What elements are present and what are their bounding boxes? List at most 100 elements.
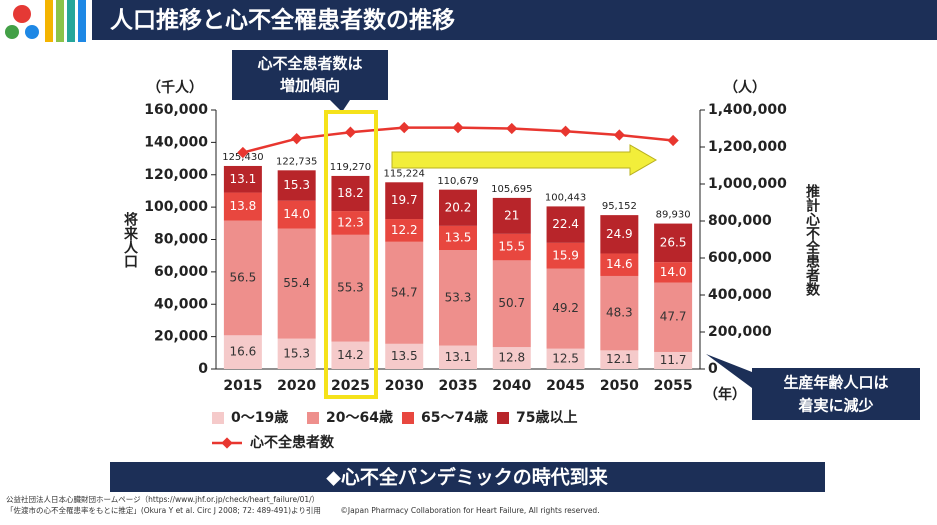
total-label: 89,930 — [656, 209, 691, 220]
x-tick-label: 2055 — [654, 378, 693, 394]
segment-label: 53.3 — [445, 290, 472, 304]
line-marker — [237, 146, 249, 159]
banner-bar — [110, 462, 825, 492]
segment-label: 14.0 — [283, 207, 310, 221]
bar-segment — [546, 348, 585, 369]
total-label: 100,443 — [545, 192, 586, 203]
line-marker — [506, 122, 518, 135]
bar-segment — [223, 220, 262, 336]
segment-label: 15.5 — [498, 240, 525, 254]
y-tick-label: 160,000 — [144, 102, 208, 118]
total-label: 105,695 — [491, 184, 532, 195]
segment-label: 55.4 — [283, 276, 310, 290]
callout-line: 着実に減少 — [797, 397, 873, 415]
segment-label: 48.3 — [606, 306, 633, 320]
bar-segment — [385, 343, 424, 369]
title-bar — [92, 0, 937, 40]
bar-segment — [654, 282, 693, 352]
bar-segment — [439, 250, 477, 346]
segment-label: 20.2 — [445, 200, 472, 214]
segment-label: 14.6 — [606, 257, 633, 271]
segment-label: 14.2 — [337, 348, 364, 362]
line-marker — [291, 133, 303, 145]
bar-segment — [546, 268, 585, 349]
bar-segment — [654, 351, 693, 369]
segment-label: 13.1 — [445, 350, 472, 364]
legend-label: 65～74歳 — [421, 409, 488, 426]
y-axis-label: 将来人口 — [122, 211, 139, 268]
segment-label: 12.1 — [606, 352, 633, 366]
y-tick-label: 0 — [198, 361, 208, 377]
segment-label: 13.5 — [445, 230, 472, 244]
y-unit: （千人） — [147, 79, 203, 96]
y-tick-label: 140,000 — [144, 134, 208, 150]
segment-label: 18.2 — [337, 186, 364, 200]
segment-label: 15.3 — [283, 346, 310, 360]
callout-line: 増加傾向 — [280, 77, 340, 95]
segment-label: 47.7 — [660, 310, 687, 324]
bar-segment — [654, 262, 693, 283]
footnote: 「佐渡市の心不全罹患率をもとに推定」(Okura Y et al. Circ J… — [6, 505, 321, 515]
x-tick-label: 2015 — [223, 378, 262, 394]
segment-label: 13.5 — [391, 349, 418, 363]
y-tick-label: 80,000 — [154, 232, 208, 248]
segment-label: 50.7 — [498, 296, 525, 310]
y2-tick-label: 600,000 — [708, 250, 772, 266]
y2-tick-label: 400,000 — [708, 287, 772, 303]
segment-label: 19.7 — [391, 193, 418, 207]
chart-title: 人口推移と心不全罹患者数の推移 — [110, 7, 455, 34]
bar-segment — [223, 335, 262, 369]
legend-swatch — [497, 412, 509, 424]
line-marker — [559, 125, 572, 137]
y-tick-label: 100,000 — [144, 199, 208, 215]
segment-label: 16.6 — [230, 345, 257, 359]
legend-label: 20～64歳 — [326, 409, 393, 426]
highlight-box — [324, 110, 378, 399]
bar-segment — [492, 233, 531, 261]
legend-swatch — [402, 412, 414, 424]
total-label: 115,224 — [384, 168, 425, 179]
segment-label: 14.0 — [660, 265, 687, 279]
segment-label: 15.3 — [283, 178, 310, 192]
y2-tick-label: 1,400,000 — [708, 102, 787, 118]
segment-label: 21 — [504, 208, 519, 222]
line-marker — [398, 121, 410, 134]
segment-label: 49.2 — [552, 301, 579, 315]
total-label: 122,735 — [276, 156, 317, 167]
line-marker — [613, 129, 625, 141]
bar-segment — [439, 225, 477, 251]
x-tick-label: 2040 — [492, 378, 531, 394]
y-tick-label: 40,000 — [154, 296, 208, 312]
bar-segment — [546, 206, 585, 243]
total-label: 119,270 — [330, 162, 371, 173]
bar-segment — [492, 197, 531, 234]
bar-segment — [600, 215, 639, 254]
segment-label: 15.9 — [552, 248, 579, 262]
x-tick-label: 2025 — [331, 378, 370, 394]
segment-label: 12.2 — [391, 223, 418, 237]
line-marker — [452, 121, 464, 134]
bar-segment — [223, 192, 262, 221]
segment-label: 13.8 — [230, 199, 257, 213]
plot: 0 20,000 40,000 60,000 80,000 100,000 120,000 1… — [144, 102, 787, 394]
y2-tick-label: 800,000 — [708, 213, 772, 229]
copyright: ©Japan Pharmacy Collaboration for Heart … — [340, 506, 599, 515]
legend-swatch — [307, 412, 319, 424]
bar-segment — [385, 219, 424, 242]
segment-label: 26.5 — [660, 235, 687, 249]
bar-segment — [331, 341, 370, 369]
segment-label: 22.4 — [552, 217, 579, 231]
y-tick-label: 60,000 — [154, 264, 208, 280]
legend-label: 75歳以上 — [516, 409, 577, 426]
x-tick-label: 2030 — [385, 378, 424, 394]
bar-segment — [331, 234, 370, 342]
segment-label: 12.3 — [337, 215, 364, 229]
segment-label: 24.9 — [606, 227, 633, 241]
y2-tick-label: 200,000 — [708, 324, 772, 340]
x-tick-label: 2035 — [439, 378, 478, 394]
bar-segment — [439, 189, 477, 226]
legend-label: 心不全患者数 — [250, 434, 335, 451]
bar-segment — [439, 345, 477, 369]
banner: ◆心不全パンデミックの時代到来 — [326, 466, 608, 489]
